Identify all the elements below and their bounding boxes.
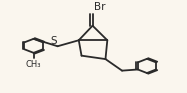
Text: Br: Br bbox=[94, 2, 106, 12]
Text: CH₃: CH₃ bbox=[26, 60, 41, 69]
Text: S: S bbox=[50, 36, 57, 46]
